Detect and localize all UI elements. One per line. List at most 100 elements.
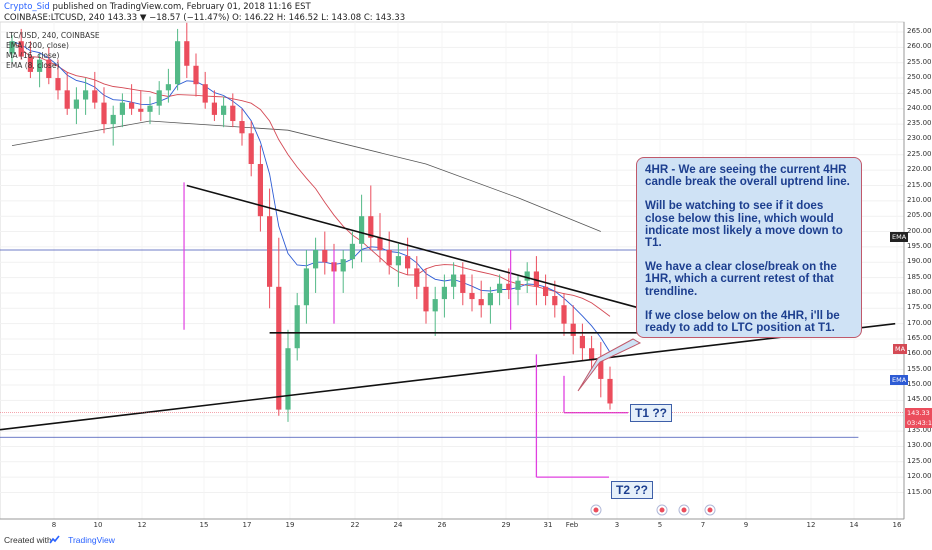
ema200-series — [11, 120, 601, 232]
x-tick-label: 12 — [806, 521, 816, 529]
indicator-ema8[interactable]: EMA (8, close) — [6, 61, 60, 70]
y-tick-label: 115.00 — [907, 487, 932, 496]
candle-body — [386, 249, 392, 266]
countdown-badge: 03:43:14 — [905, 418, 932, 428]
candle-body — [285, 348, 291, 410]
ema200-badge: EMA — [890, 232, 909, 242]
target-t1-label: T1 ?? — [630, 404, 672, 422]
candle-body — [497, 283, 503, 293]
candle-body — [230, 105, 236, 122]
indicator-ma16[interactable]: MA (16, close) — [6, 51, 60, 60]
x-tick-label: 16 — [892, 521, 902, 529]
y-tick-label: 165.00 — [907, 334, 932, 342]
candle-body — [221, 105, 227, 115]
price-badge: 143.33 — [905, 408, 932, 418]
trendline-rising-support — [0, 322, 896, 431]
candle-body — [561, 305, 567, 324]
note-paragraph-1: 4HR - We are seeing the current 4HR cand… — [645, 163, 850, 189]
candle-body — [395, 256, 401, 266]
candle-body — [506, 283, 512, 290]
indicator-symbol[interactable]: LTC/USD, 240, COINBASE — [6, 31, 100, 40]
candle-body — [368, 216, 374, 238]
y-tick-label: 195.00 — [907, 241, 932, 250]
candle-body — [239, 121, 245, 134]
candle-body — [570, 323, 576, 336]
candle-body — [92, 90, 98, 103]
ema200-line — [11, 120, 601, 232]
candle-body — [101, 102, 107, 125]
y-tick-label: 190.00 — [907, 257, 932, 266]
candle-body — [377, 237, 383, 250]
candle-body — [487, 292, 493, 306]
candle-body — [193, 65, 199, 85]
y-tick-label: 210.00 — [907, 195, 932, 204]
note-paragraph-4: If we close below on the 4HR, i'll be re… — [645, 308, 840, 335]
candle-body — [607, 378, 613, 404]
candle-body — [276, 286, 282, 410]
candle-body — [313, 249, 319, 269]
candle-body — [156, 90, 162, 106]
candle-body — [119, 102, 125, 115]
note-paragraph-2: Will be watching to see if it does close… — [645, 199, 843, 250]
target-t2-label: T2 ?? — [611, 481, 653, 499]
x-tick-label: 10 — [93, 521, 103, 529]
candle-body — [110, 114, 116, 125]
created-with-text: Created with — [4, 535, 52, 545]
candle-body — [184, 41, 190, 66]
x-tick-label: 5 — [657, 521, 663, 529]
candle-body — [27, 56, 33, 72]
y-tick-label: 175.00 — [907, 303, 932, 312]
y-tick-label: 170.00 — [907, 318, 932, 327]
candle-body — [18, 41, 24, 57]
candle-body — [248, 133, 254, 165]
y-tick-label: 215.00 — [907, 180, 932, 189]
y-tick-label: 130.00 — [907, 441, 932, 450]
publisher-line: Crypto_Sid published on TradingView.com,… — [4, 2, 311, 12]
y-tick-label: 120.00 — [907, 472, 932, 481]
event-icon-dot — [593, 507, 599, 513]
candle-body — [552, 296, 558, 306]
tradingview-brand[interactable]: TradingView — [68, 535, 115, 545]
candle-body — [432, 299, 438, 312]
candle-body — [543, 286, 549, 297]
candle-body — [147, 105, 153, 112]
candle-body — [37, 59, 43, 72]
x-tick-label: 14 — [849, 521, 859, 529]
y-tick-label: 125.00 — [907, 456, 932, 465]
x-tick-label: 24 — [393, 521, 403, 529]
y-tick-label: 155.00 — [907, 364, 932, 373]
candle-body — [423, 286, 429, 312]
candle-body — [349, 243, 355, 260]
event-icon-dot — [681, 507, 687, 513]
publish-info: published on TradingView.com, February 0… — [52, 2, 311, 12]
candle-body — [451, 274, 457, 287]
candle-body — [257, 164, 263, 217]
y-tick-label: 180.00 — [907, 287, 932, 296]
y-tick-label: 240.00 — [907, 103, 932, 112]
candle-body — [175, 41, 181, 85]
y-tick-label: 205.00 — [907, 211, 932, 220]
candle-body — [303, 268, 309, 306]
candle-body — [589, 348, 595, 361]
ema8-badge: EMA — [890, 375, 909, 385]
indicator-ema200[interactable]: EMA (200, close) — [6, 41, 69, 50]
candle-body — [598, 360, 604, 379]
author-link[interactable]: Crypto_Sid — [4, 2, 50, 12]
x-tick-label: 15 — [199, 521, 209, 529]
annotation-note: 4HR - We are seeing the current 4HR cand… — [636, 157, 862, 338]
x-tick-label: 22 — [350, 521, 360, 529]
candle-body — [138, 108, 144, 112]
event-icon-dot — [659, 507, 665, 513]
y-tick-label: 255.00 — [907, 57, 932, 66]
x-tick-label: 26 — [437, 521, 447, 529]
footer: Created with TradingView — [4, 535, 115, 545]
note-pointer — [577, 338, 642, 392]
candle-body — [322, 249, 328, 263]
y-tick-label: 260.00 — [907, 42, 932, 51]
candle-body — [478, 299, 484, 306]
y-tick-label: 150.00 — [907, 380, 932, 389]
candle-body — [9, 41, 15, 54]
y-tick-label: 235.00 — [907, 119, 932, 128]
ma16-badge: MA — [893, 344, 908, 354]
y-tick-label: 265.00 — [907, 27, 932, 35]
